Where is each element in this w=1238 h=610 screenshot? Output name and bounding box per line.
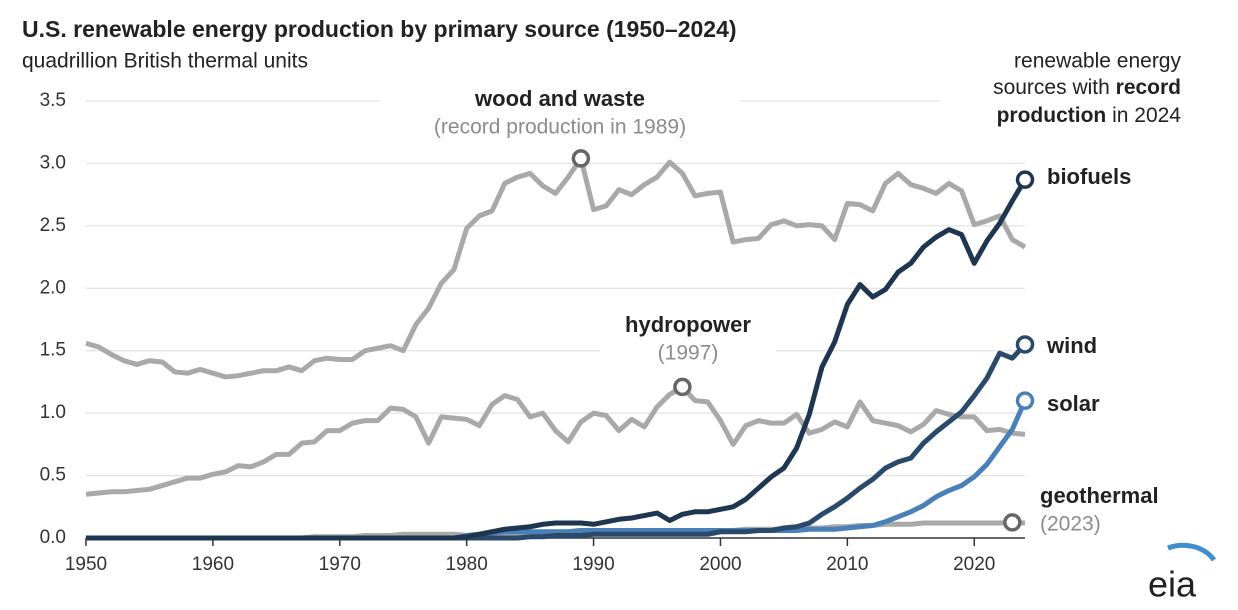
x-tick-label: 2020 (953, 554, 995, 575)
x-tick-label: 2000 (699, 554, 741, 575)
chart-title: U.S. renewable energy production by prim… (22, 16, 737, 42)
logo-arc (1167, 542, 1217, 562)
record-marker (571, 149, 591, 168)
y-tick-label: 2.5 (40, 215, 66, 236)
y-tick-label: 0.5 (40, 465, 66, 486)
y-tick-label: 1.0 (40, 402, 66, 423)
record-marker (1015, 335, 1035, 354)
grid (86, 100, 1025, 539)
series-label: hydropower (625, 312, 751, 337)
record-marker (1015, 391, 1035, 410)
series-line (86, 342, 1027, 541)
x-tick-label: 1960 (192, 554, 234, 575)
note-bold: record (1116, 76, 1181, 99)
y-tick-label: 0.0 (40, 527, 66, 548)
record-marker (673, 377, 692, 397)
record-marker (1003, 513, 1022, 532)
series-annotation: (2023) (1040, 513, 1101, 536)
note-text: sources with (993, 76, 1110, 99)
series-line (85, 155, 1027, 380)
record-marker (1015, 170, 1035, 189)
note: renewable energy (1014, 50, 1181, 73)
label-backdrop (940, 84, 1190, 134)
y-tick-label: 1.5 (40, 340, 66, 361)
label-backdrop (600, 310, 776, 370)
series-annotation: (1997) (658, 342, 719, 365)
note-bold: production (997, 104, 1107, 127)
note: production in 2024 (997, 104, 1182, 127)
label-backdrop (380, 84, 740, 144)
note: sources with record (993, 76, 1181, 99)
series-annotation: (record production in 1989) (434, 116, 686, 139)
x-tick-label: 1980 (446, 554, 488, 575)
plot (85, 149, 1035, 541)
series-label: wood and waste (474, 86, 645, 111)
x-tick-label: 1990 (572, 554, 614, 575)
y-tick-label: 2.0 (40, 277, 66, 298)
series-label: wind (1046, 333, 1097, 358)
note-text: in 2024 (1112, 104, 1181, 127)
x-tick-label: 1970 (319, 554, 361, 575)
y-tick-label: 3.0 (40, 152, 66, 173)
series-label: geothermal (1040, 483, 1159, 508)
y-tick-label: 3.5 (40, 90, 66, 111)
series-label: solar (1047, 391, 1100, 416)
series-line (85, 384, 1026, 497)
x-tick-label: 2010 (826, 554, 868, 575)
chart-subtitle: quadrillion British thermal units (22, 50, 308, 73)
logo: eia (1148, 564, 1197, 605)
series-line (86, 178, 1028, 541)
x-tick-label: 1950 (65, 554, 107, 575)
series-label: biofuels (1047, 164, 1131, 189)
